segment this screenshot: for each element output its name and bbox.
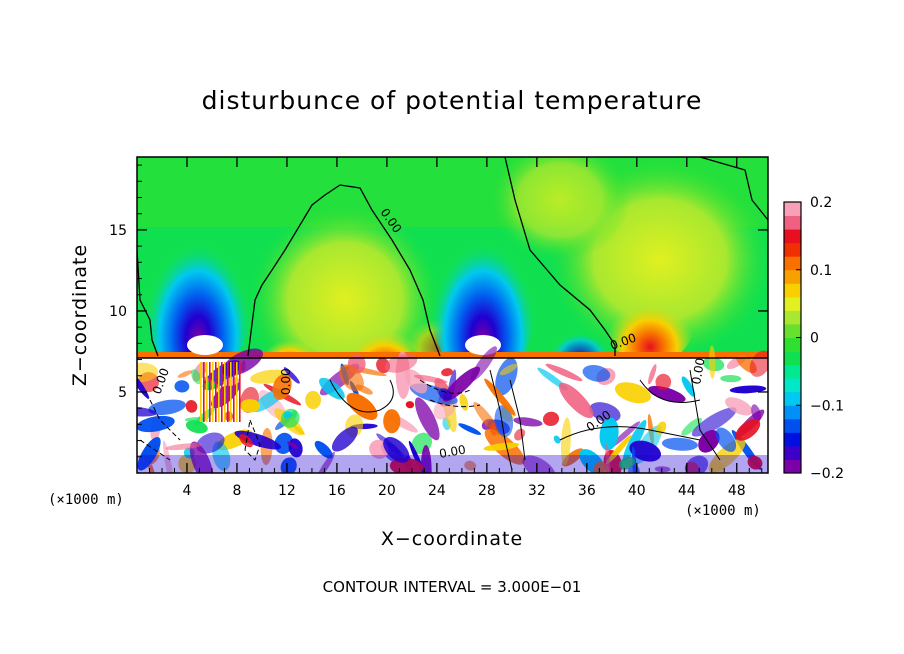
- x-axis-label: X−coordinate: [380, 528, 524, 550]
- y-axis: 5 10 15: [109, 164, 768, 458]
- colorbar-tick-label: 0: [810, 331, 819, 347]
- heatmap-field: [137, 157, 768, 473]
- colorbar-swatch: [784, 242, 801, 257]
- contour-value-label: 0.00: [689, 357, 707, 386]
- colorbar-tick-label: 0.1: [810, 263, 832, 279]
- contour-value-label: 0.00: [279, 368, 293, 395]
- colorbar-swatch: [784, 202, 801, 217]
- colorbar-swatch: [784, 310, 801, 325]
- x-tick-label: 32: [528, 483, 546, 499]
- x-tick-label: 20: [378, 483, 396, 499]
- x-tick-label: 40: [628, 483, 646, 499]
- colorbar-swatch: [784, 283, 801, 298]
- x-tick-label: 12: [278, 483, 296, 499]
- contour-interval-note: CONTOUR INTERVAL = 3.000E−01: [322, 578, 582, 596]
- colorbar-swatch: [784, 269, 801, 284]
- colorbar-swatch: [784, 323, 801, 338]
- contour-value-label: 0.00: [438, 443, 467, 461]
- colorbar: 0.2 0.1 0 −0.1 −0.2: [783, 195, 844, 482]
- contour-lines: [137, 157, 768, 471]
- x-tick-label: 8: [232, 483, 241, 499]
- colorbar-swatch: [784, 215, 801, 230]
- colorbar-swatch: [784, 337, 801, 352]
- colorbar-swatch: [784, 432, 801, 447]
- colorbar-swatch: [784, 459, 801, 474]
- colorbar-swatch: [784, 364, 801, 379]
- y-axis-label: Z−coordinate: [69, 243, 91, 387]
- colorbar-tick-label: −0.2: [810, 466, 844, 482]
- colorbar-swatch: [784, 391, 801, 406]
- x-unit-left: (×1000 m): [48, 492, 124, 508]
- chart-title: disturbunce of potential temperature: [201, 86, 703, 115]
- colorbar-swatch: [784, 296, 801, 311]
- plot-frame: [136, 156, 769, 474]
- x-tick-label: 48: [728, 483, 746, 499]
- x-tick-label: 36: [578, 483, 596, 499]
- colorbar-swatch: [784, 418, 801, 433]
- colorbar-swatch: [784, 405, 801, 420]
- x-unit-right: (×1000 m): [685, 503, 761, 519]
- x-tick-label: 16: [328, 483, 346, 499]
- y-tick-label: 15: [109, 223, 127, 239]
- x-tick-label: 28: [478, 483, 496, 499]
- colorbar-tick-label: 0.2: [810, 195, 832, 211]
- x-tick-label: 44: [678, 483, 696, 499]
- colorbar-swatch: [784, 351, 801, 366]
- colorbar-tick-label: −0.1: [810, 398, 844, 414]
- y-tick-label: 5: [118, 385, 127, 401]
- colorbar-swatch: [784, 256, 801, 271]
- colorbar-swatch: [784, 229, 801, 244]
- colorbar-swatch: [784, 378, 801, 393]
- y-tick-label: 10: [109, 304, 127, 320]
- x-axis: 4 8 12 16 20 24 28 32 36 40 44 48: [148, 157, 763, 499]
- x-tick-label: 24: [428, 483, 446, 499]
- x-tick-label: 4: [183, 483, 192, 499]
- colorbar-swatch: [784, 445, 801, 460]
